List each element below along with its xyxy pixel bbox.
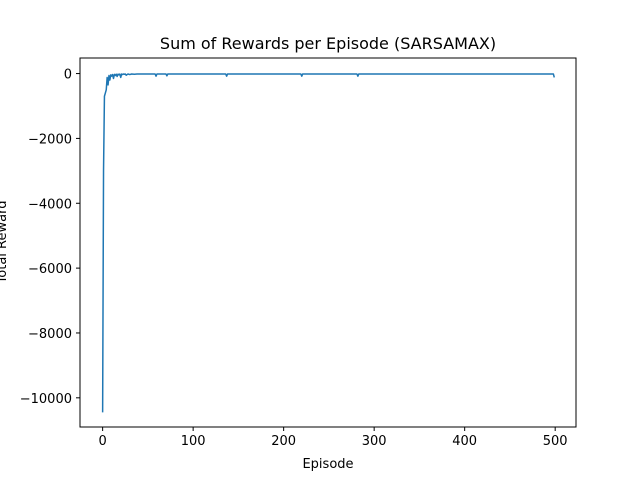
y-axis-label: Total Reward [0, 201, 10, 285]
x-tick-label: 300 [362, 434, 387, 449]
y-tick-label: −10000 [20, 392, 72, 407]
y-tick-label: −4000 [28, 197, 72, 212]
plot-area [79, 57, 577, 428]
x-tick-label: 400 [452, 434, 477, 449]
x-axis-label: Episode [302, 457, 353, 472]
y-tick-label: 0 [64, 68, 72, 83]
x-tick-label: 200 [271, 434, 296, 449]
x-tick-label: 100 [181, 434, 206, 449]
y-tick-label: −6000 [28, 262, 72, 277]
x-tick-label: 0 [98, 434, 106, 449]
x-axis-ticks: 0 100 200 300 400 500 [98, 427, 568, 449]
axes-frame [79, 57, 577, 428]
x-tick-label: 500 [543, 434, 568, 449]
series-line [101, 73, 556, 413]
chart-title: Sum of Rewards per Episode (SARSAMAX) [160, 34, 496, 53]
y-tick-label: −8000 [28, 327, 72, 342]
y-tick-label: −2000 [28, 132, 72, 147]
y-axis-ticks: 0 −2000 −4000 −6000 −8000 −10000 [20, 68, 80, 407]
